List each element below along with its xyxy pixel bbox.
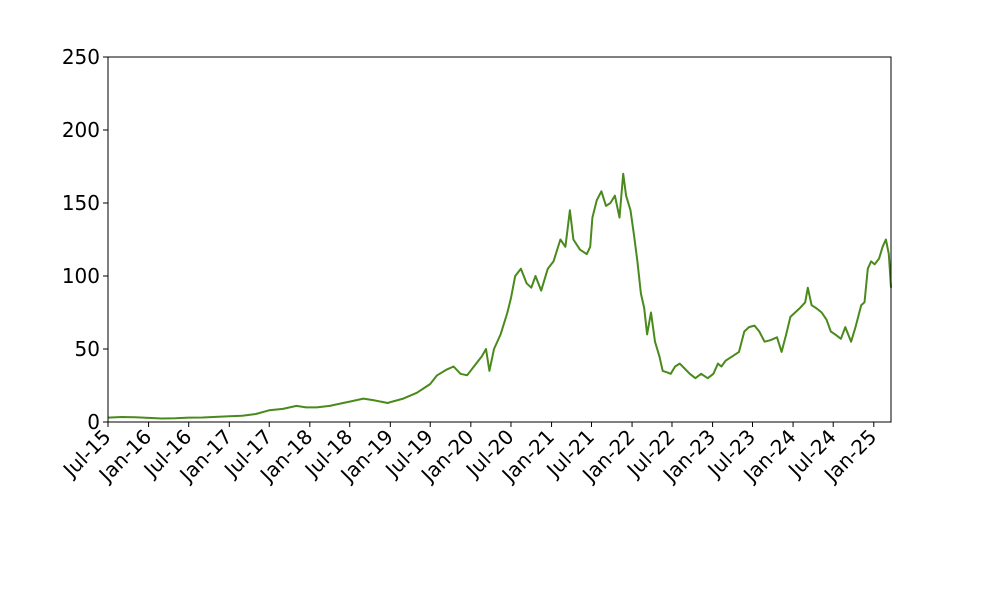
y-tick-label: 200: [62, 118, 100, 142]
x-axis: Jul-15Jan-16Jul-16Jan-17Jul-17Jan-18Jul-…: [57, 422, 881, 488]
y-tick-label: 50: [75, 337, 100, 361]
series-line: [107, 172, 892, 420]
y-axis: 0 50 100 150 200 250: [62, 45, 108, 434]
y-tick-label: 100: [62, 264, 100, 288]
plot-frame: [107, 56, 892, 423]
y-tick-label: 150: [62, 191, 100, 215]
y-tick-label: 250: [62, 45, 100, 69]
series-layer: [107, 172, 892, 420]
plot-area: [108, 57, 891, 422]
y-tick-label: 0: [87, 410, 100, 434]
